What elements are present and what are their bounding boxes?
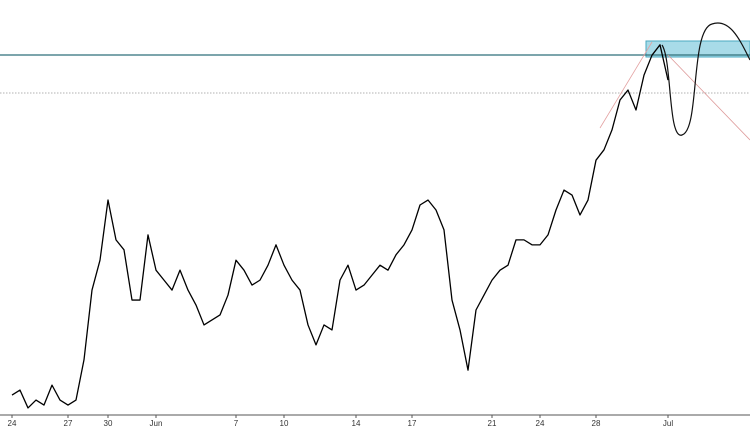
x-tick-label: Jul — [663, 419, 673, 428]
projection-curve — [661, 22, 750, 136]
x-tick-label: 7 — [234, 419, 239, 428]
x-tick-label: Jun — [150, 419, 163, 428]
x-tick-label: 30 — [104, 419, 113, 428]
price-line — [11, 44, 669, 409]
x-tick-label: 21 — [488, 419, 497, 428]
x-tick-label: 10 — [280, 419, 289, 428]
x-tick-label: 14 — [352, 419, 361, 428]
x-tick-label: 27 — [64, 419, 73, 428]
x-tick-label: 28 — [592, 419, 601, 428]
trend-line — [599, 41, 653, 129]
projection-line — [667, 54, 750, 141]
x-tick-label: 24 — [8, 419, 17, 428]
x-tick-label: 17 — [408, 419, 417, 428]
x-tick-label: 24 — [536, 419, 545, 428]
